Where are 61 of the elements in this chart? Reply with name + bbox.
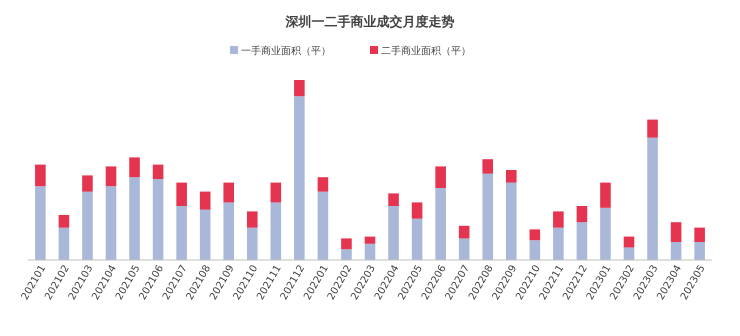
bar (670, 242, 682, 260)
bar (412, 218, 422, 260)
bar (341, 249, 352, 260)
bar (152, 179, 164, 260)
bar (694, 228, 705, 242)
bar (35, 186, 46, 260)
bar (458, 226, 470, 238)
bar (82, 175, 93, 192)
bar (576, 206, 588, 222)
bar (530, 240, 540, 260)
bar (270, 182, 282, 202)
bar (458, 238, 470, 260)
bar (341, 238, 352, 250)
bar (530, 229, 540, 240)
bar (553, 228, 564, 260)
bar (482, 159, 494, 174)
bar (553, 211, 564, 228)
bar (647, 138, 658, 260)
bar (364, 236, 376, 244)
bar (435, 188, 446, 260)
bar (318, 192, 328, 260)
bar (412, 202, 422, 219)
bar (388, 206, 399, 260)
bar (647, 120, 658, 138)
bar (58, 215, 70, 228)
bar (388, 193, 399, 206)
bar (129, 157, 140, 178)
bar (576, 222, 588, 260)
bar (35, 164, 46, 186)
bar (106, 166, 116, 186)
bar (506, 170, 517, 183)
bar (106, 186, 116, 260)
bar (246, 228, 258, 260)
legend-label: 二手商业面积（平） (381, 45, 471, 57)
bar (246, 211, 258, 228)
bar (670, 222, 682, 242)
bar (176, 206, 187, 260)
bar (294, 80, 305, 96)
bar (435, 166, 446, 188)
bar (270, 202, 282, 260)
bar (294, 96, 305, 260)
bar (223, 182, 234, 202)
bar (58, 228, 70, 260)
bar (200, 192, 210, 210)
bar (694, 242, 705, 260)
legend-label: 一手商业面积（平） (241, 45, 331, 57)
bar (600, 182, 611, 208)
bar (506, 182, 517, 260)
chart-title: 深圳一二手商业成交月度走势 (284, 14, 454, 30)
bar (364, 244, 376, 260)
bar (482, 174, 494, 260)
bar (600, 208, 611, 260)
bar (624, 236, 634, 248)
bar (223, 202, 234, 260)
bar (200, 210, 210, 260)
bar (176, 182, 187, 206)
bar (318, 177, 328, 192)
bar (129, 177, 140, 260)
bar (624, 247, 634, 260)
bar (82, 192, 93, 260)
bar (152, 164, 164, 179)
